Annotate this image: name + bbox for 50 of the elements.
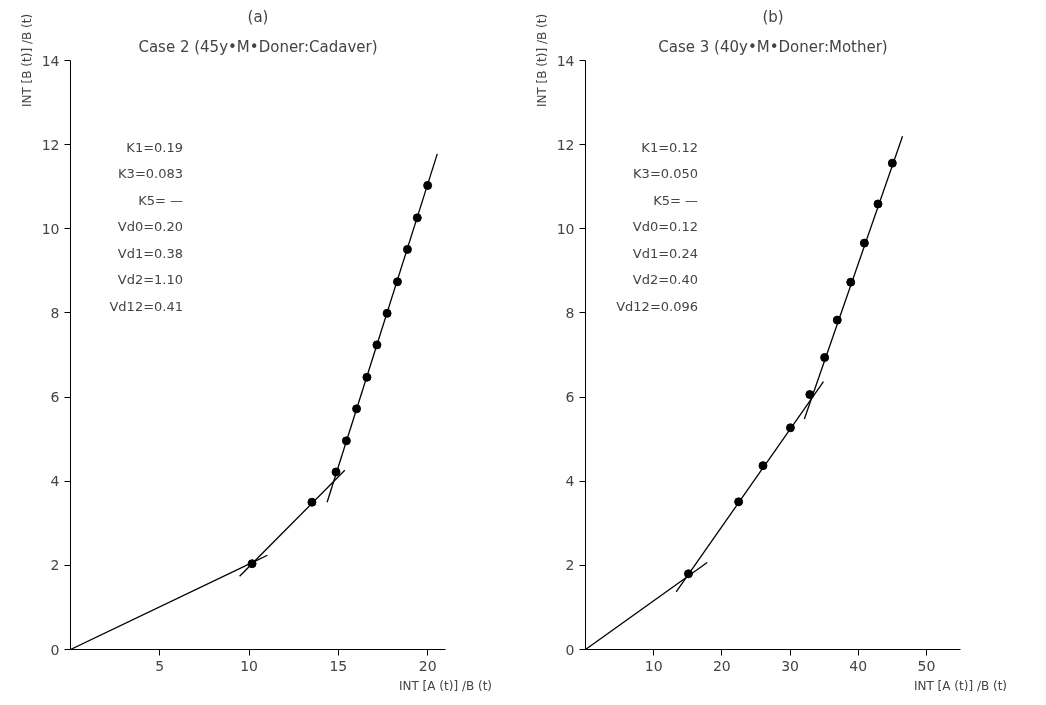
y-tick-label: 4 [565,473,575,490]
y-tick-label: 14 [556,52,575,69]
point [402,244,412,254]
x-axis-title: INT [A (t)] /B (t) [398,678,493,693]
x-tick-label: 10 [240,657,258,674]
chart-subtitle: Case 3 (40y•M•Doner:Mother) [658,37,888,56]
x-tick-label: 15 [329,657,348,674]
x-axis-title: INT [A (t)] /B (t) [913,678,1008,693]
y-tick-label: 8 [50,304,60,321]
x-tick-label: 30 [781,657,799,674]
point [820,353,830,363]
annotation: Vd0=0.12 [632,219,699,235]
y-tick-label: 6 [50,389,60,406]
y-tick-label: 2 [565,557,575,574]
annotation: Vd1=0.24 [632,245,699,261]
annotation: K5= — [653,192,699,208]
y-tick-label: 0 [565,641,575,658]
y-tick-label: 0 [50,641,60,658]
annotation: K5= — [138,192,184,208]
x-tick-label: 40 [849,657,868,674]
x-tick-label: 5 [155,657,165,674]
annotation: K3=0.050 [633,166,698,182]
y-axis-title: INT [B (t)] /B (t) [534,13,549,108]
chart-title: (b) [762,7,784,26]
y-tick-label: 12 [41,136,60,153]
y-tick-label: 6 [565,389,575,406]
y-tick-label: 10 [41,220,60,237]
x-tick-label: 20 [418,657,437,674]
y-tick-label: 8 [565,304,575,321]
annotation: Vd12=0.41 [109,298,184,314]
y-tick-label: 4 [50,473,60,490]
y-tick-label: 10 [556,220,575,237]
chart-title: (a) [247,7,269,26]
x-tick-label: 50 [917,657,936,674]
point [331,467,341,477]
y-tick-label: 12 [556,136,575,153]
annotation: Vd0=0.20 [117,219,184,235]
annotation: Vd2=1.10 [117,272,184,288]
y-axis-title: INT [B (t)] /B (t) [19,13,34,108]
y-tick-label: 14 [41,52,60,69]
y-tick-label: 2 [50,557,60,574]
x-tick-label: 20 [712,657,731,674]
annotation: K1=0.19 [126,139,184,155]
chart-subtitle: Case 2 (45y•M•Doner:Cadaver) [138,37,378,56]
annotation: Vd12=0.096 [616,298,698,314]
x-tick-label: 10 [644,657,663,674]
annotation: Vd2=0.40 [632,272,699,288]
annotation: K1=0.12 [641,139,699,155]
annotation: K3=0.083 [118,166,183,182]
annotation: Vd1=0.38 [117,245,184,261]
